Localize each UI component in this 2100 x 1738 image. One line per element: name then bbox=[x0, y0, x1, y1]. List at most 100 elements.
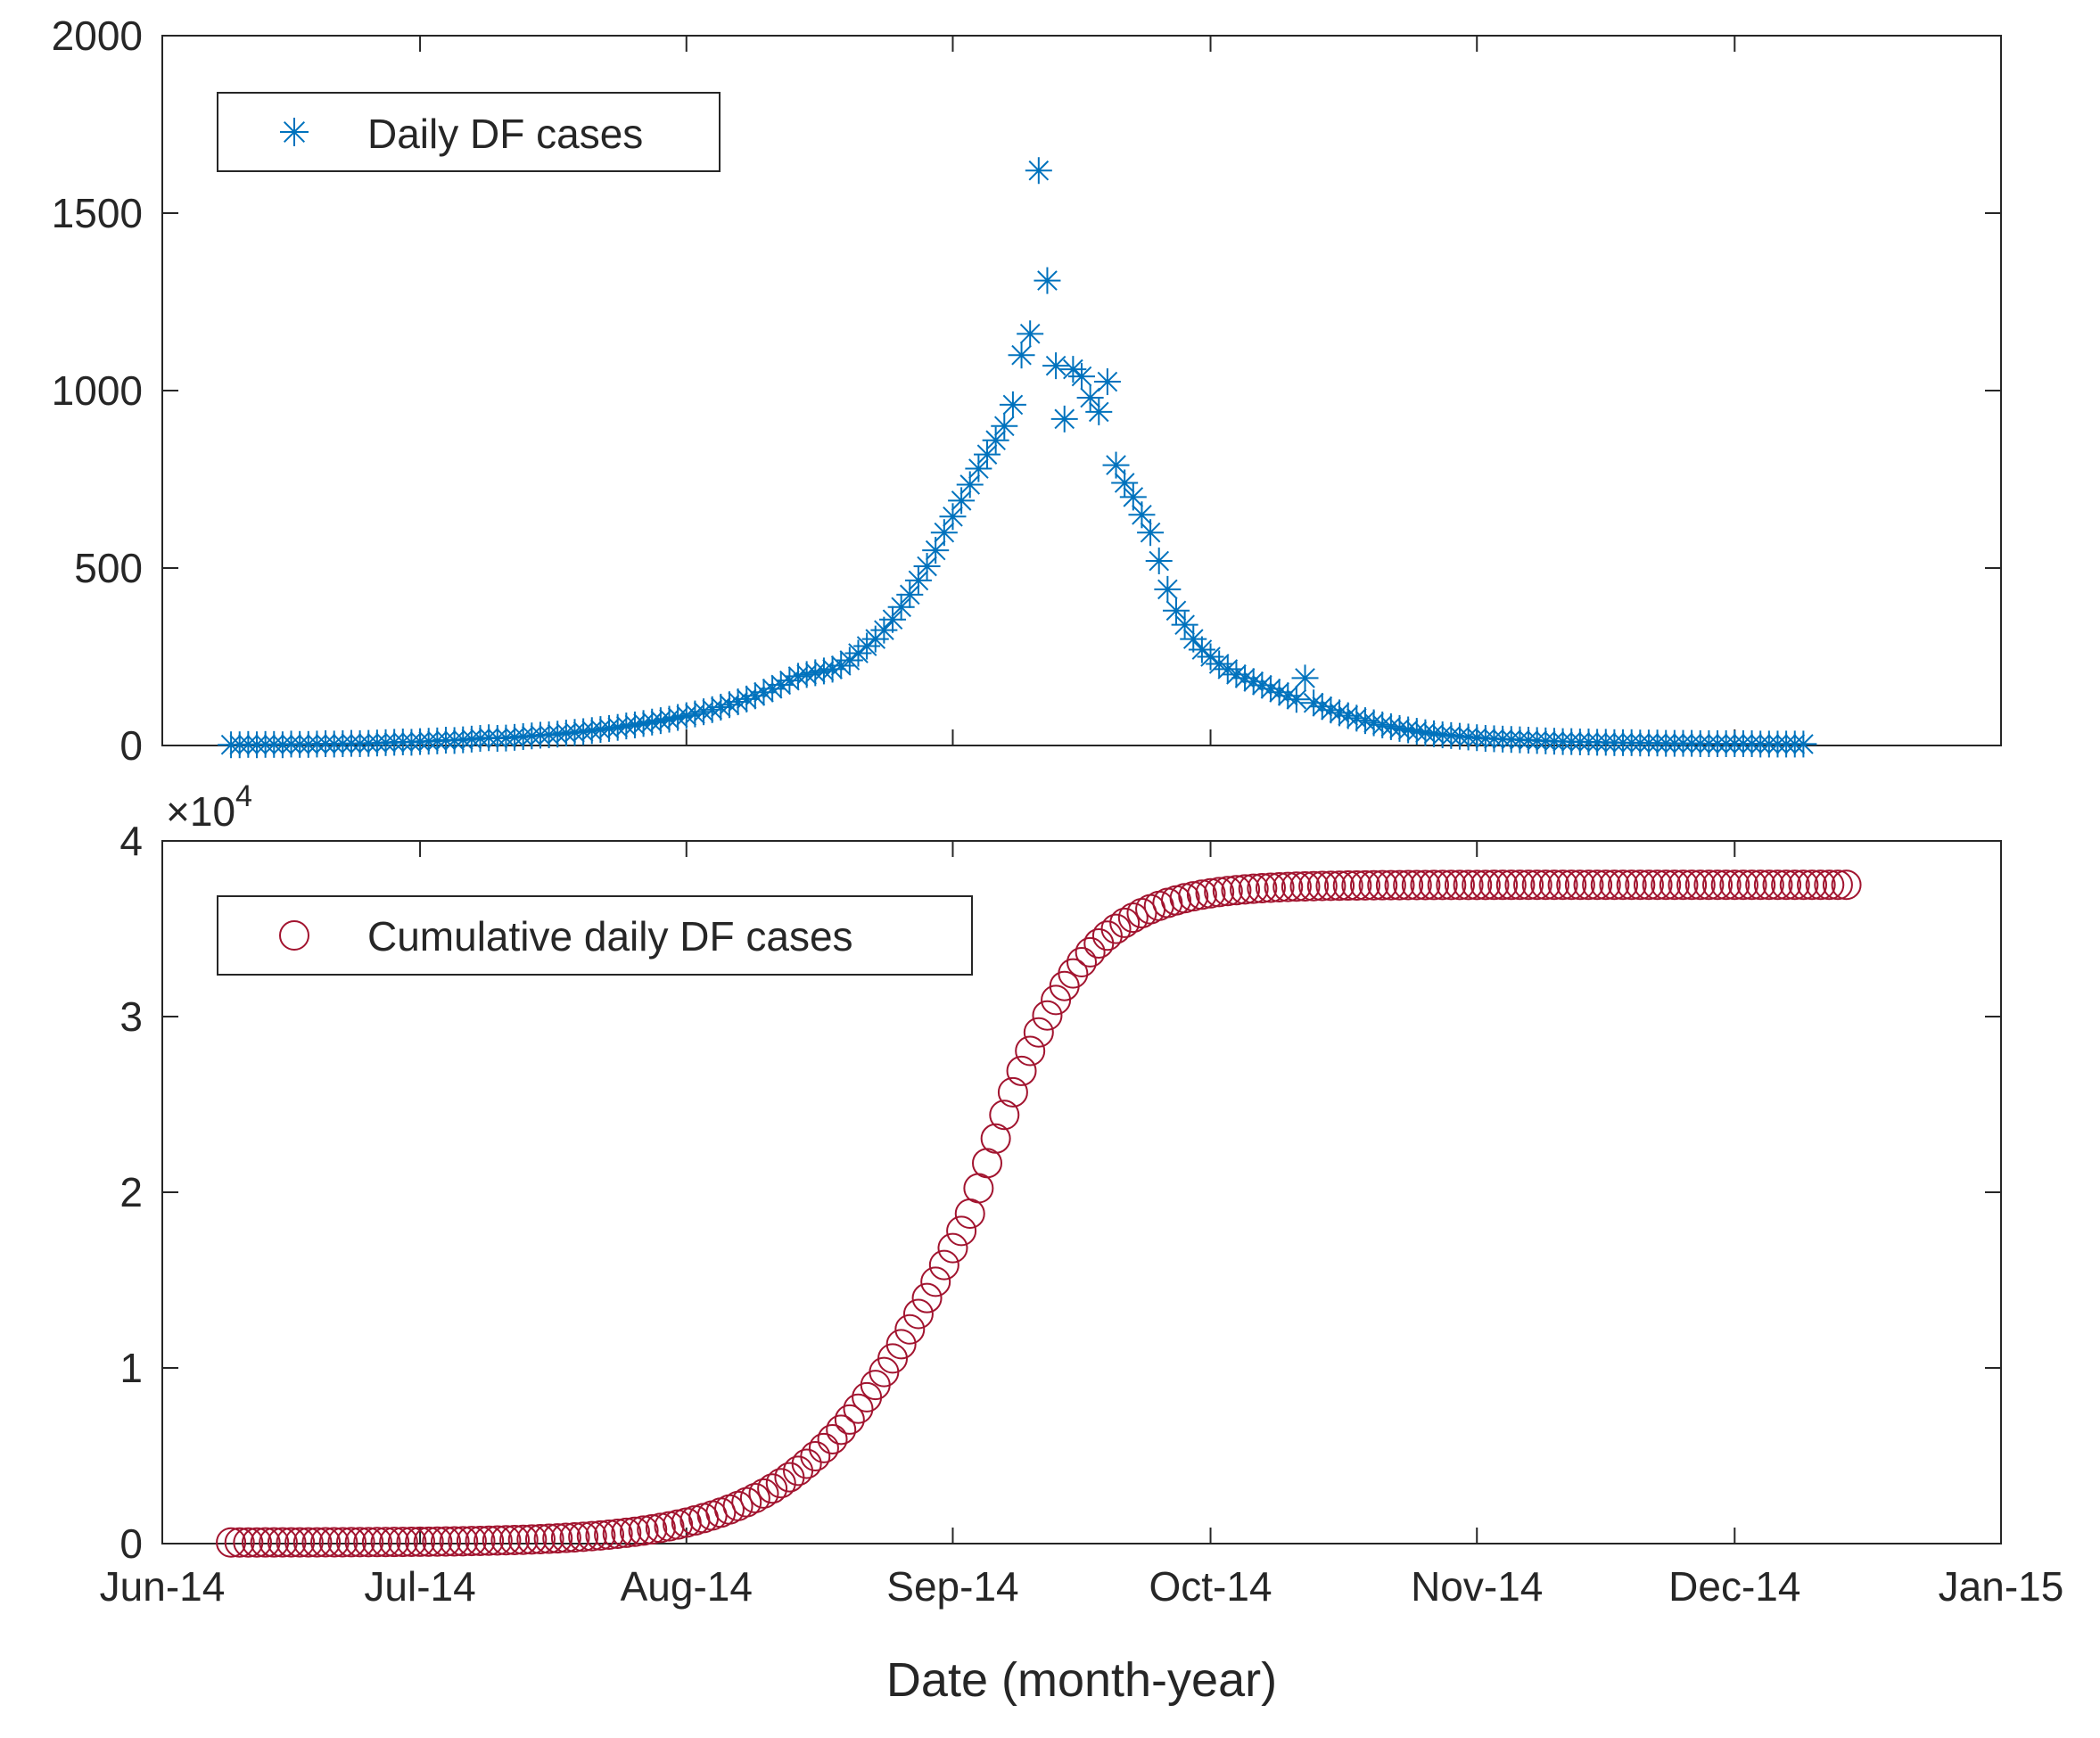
cumulative-cases-point bbox=[894, 1314, 926, 1345]
bottom-y-axis-ticks: 0 1 2 3 4 bbox=[119, 818, 2001, 1567]
daily-cases-point bbox=[1180, 625, 1207, 653]
cumulative-cases-point bbox=[318, 1527, 350, 1558]
cumulative-cases-point bbox=[645, 1512, 676, 1544]
daily-cases-point bbox=[698, 696, 726, 723]
daily-cases-point bbox=[1050, 405, 1078, 432]
cumulative-cases-point bbox=[542, 1523, 573, 1554]
cumulative-cases-point bbox=[1582, 869, 1613, 901]
cumulative-cases-point bbox=[1805, 869, 1836, 901]
y-tick-label: 1500 bbox=[52, 190, 143, 236]
y-tick-label: 4 bbox=[119, 818, 143, 864]
cumulative-cases-point bbox=[1564, 869, 1595, 901]
cumulative-cases-point bbox=[1298, 870, 1330, 902]
y-tick-label: 1 bbox=[119, 1345, 143, 1391]
cumulative-cases-point bbox=[1410, 869, 1441, 901]
cumulative-cases-point bbox=[1599, 869, 1630, 901]
cumulative-cases-point bbox=[1058, 958, 1089, 989]
cumulative-cases-point bbox=[387, 1527, 418, 1558]
y-exponent-power: 4 bbox=[235, 779, 252, 813]
cumulative-cases-point bbox=[946, 1215, 977, 1247]
cumulative-cases-point bbox=[1367, 869, 1398, 901]
cumulative-cases-point bbox=[1341, 869, 1372, 901]
cumulative-cases-point bbox=[335, 1527, 366, 1558]
cumulative-cases-point bbox=[353, 1527, 384, 1558]
top-panel-axes: 0 500 1000 1500 2000 Daily DF cases bbox=[52, 12, 2002, 769]
cumulative-cases-point bbox=[1109, 907, 1141, 938]
cumulative-cases-point bbox=[1642, 869, 1673, 901]
y-tick-label: 500 bbox=[74, 545, 143, 591]
cumulative-cases-point bbox=[1487, 869, 1519, 901]
cumulative-cases-point bbox=[1504, 869, 1536, 901]
cumulative-cases-point bbox=[292, 1527, 324, 1558]
daily-cases-point bbox=[1085, 398, 1113, 425]
x-axis-label: Date (month-year) bbox=[886, 1653, 1277, 1707]
cumulative-cases-point bbox=[980, 1123, 1011, 1154]
daily-cases-point bbox=[1145, 548, 1173, 575]
cumulative-cases-point bbox=[1186, 879, 1217, 910]
cumulative-cases-point bbox=[1332, 870, 1363, 902]
cumulative-cases-point bbox=[516, 1524, 548, 1555]
daily-cases-point bbox=[887, 593, 915, 621]
cumulative-cases-point bbox=[507, 1524, 539, 1555]
cumulative-cases-point bbox=[276, 1527, 307, 1558]
y-tick-label: 0 bbox=[119, 722, 143, 769]
cumulative-cases-point bbox=[1547, 869, 1578, 901]
daily-cases-point bbox=[1223, 661, 1250, 688]
daily-cases-point bbox=[896, 581, 924, 608]
legend-asterisk bbox=[280, 118, 309, 146]
cumulative-cases-point bbox=[1745, 869, 1776, 901]
cumulative-cases-point bbox=[1814, 869, 1845, 901]
daily-cases-point bbox=[1790, 730, 1817, 758]
cumulative-cases-point bbox=[731, 1487, 762, 1518]
cumulative-cases-point bbox=[1608, 869, 1639, 901]
cumulative-cases-point bbox=[1521, 869, 1552, 901]
daily-cases-series bbox=[218, 157, 1817, 759]
cumulative-cases-point bbox=[997, 1076, 1028, 1108]
daily-cases-point bbox=[965, 455, 992, 482]
cumulative-cases-point bbox=[1762, 869, 1793, 901]
cumulative-cases-point bbox=[448, 1526, 479, 1557]
cumulative-cases-point bbox=[911, 1282, 943, 1314]
cumulative-cases-point bbox=[267, 1527, 298, 1558]
cumulative-cases-point bbox=[1238, 873, 1269, 904]
cumulative-cases-point bbox=[1651, 869, 1682, 901]
cumulative-cases-point bbox=[1444, 869, 1475, 901]
cumulative-cases-point bbox=[1006, 1055, 1037, 1086]
cumulative-cases-point bbox=[1212, 876, 1243, 907]
daily-cases-point bbox=[1025, 157, 1052, 185]
cumulative-cases-point bbox=[233, 1527, 264, 1558]
cumulative-cases-point bbox=[499, 1525, 531, 1556]
cumulative-cases-point bbox=[379, 1527, 410, 1558]
cumulative-cases-point bbox=[1797, 869, 1828, 901]
cumulative-cases-point bbox=[1727, 869, 1758, 901]
daily-cases-point bbox=[1034, 267, 1061, 294]
cumulative-cases-point bbox=[637, 1513, 668, 1544]
y-exponent-base: ×10 bbox=[166, 788, 235, 835]
y-exponent-label: ×104 bbox=[166, 779, 252, 835]
top-legend[interactable]: Daily DF cases bbox=[217, 92, 721, 172]
cumulative-cases-point bbox=[808, 1432, 839, 1463]
cumulative-cases-point bbox=[250, 1527, 281, 1558]
cumulative-cases-point bbox=[490, 1525, 522, 1556]
y-tick-label: 0 bbox=[119, 1520, 143, 1567]
top-y-axis-ticks: 0 500 1000 1500 2000 bbox=[52, 12, 2001, 769]
cumulative-cases-point bbox=[1315, 870, 1346, 902]
cumulative-cases-point bbox=[1573, 869, 1604, 901]
cumulative-cases-point bbox=[1676, 869, 1708, 901]
cumulative-cases-point bbox=[1590, 869, 1621, 901]
cumulative-cases-point bbox=[619, 1516, 650, 1547]
cumulative-cases-point bbox=[1478, 869, 1510, 901]
bottom-legend-label: Cumulative daily DF cases bbox=[367, 913, 853, 960]
cumulative-cases-point bbox=[1230, 874, 1261, 905]
cumulative-cases-point bbox=[585, 1520, 616, 1551]
y-tick-label: 2 bbox=[119, 1169, 143, 1215]
cumulative-cases-point bbox=[361, 1527, 392, 1558]
daily-cases-point bbox=[1206, 650, 1233, 678]
bottom-legend[interactable]: Cumulative daily DF cases bbox=[217, 895, 973, 976]
cumulative-cases-point bbox=[1066, 947, 1097, 978]
cumulative-cases-point bbox=[439, 1526, 470, 1557]
cumulative-cases-point bbox=[1693, 869, 1725, 901]
cumulative-cases-point bbox=[611, 1517, 642, 1548]
cumulative-cases-point bbox=[1281, 871, 1312, 902]
